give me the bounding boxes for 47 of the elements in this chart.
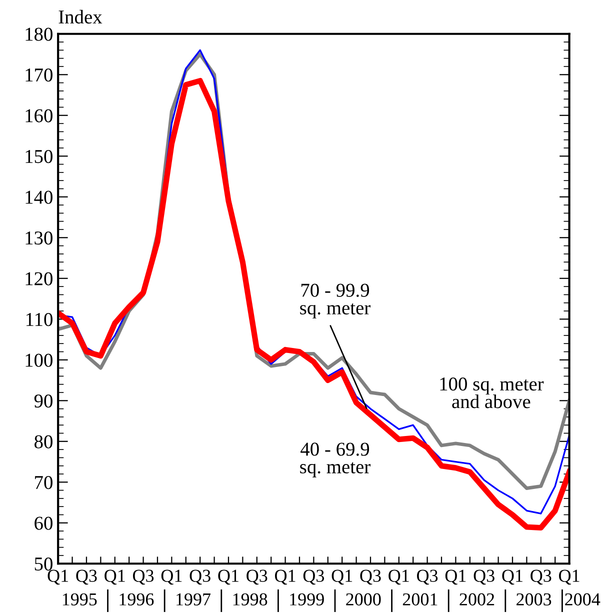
x-tick-label: Q3 (417, 570, 438, 585)
y-tick-label: 50 (34, 557, 52, 571)
text: 1996 (120, 593, 154, 606)
y-tick-label: 80 (34, 435, 52, 448)
y-tick-label: 180 (26, 28, 52, 41)
y-tick-label: 130 (26, 231, 52, 245)
series-label: 70 - 99.9 sq. meter (300, 284, 370, 318)
x-tick-label: Q1 (48, 570, 68, 585)
x-tick-label: Q1 (502, 570, 522, 585)
y-tick-label: 100 (26, 354, 52, 367)
y-tick-label: 170 (26, 68, 52, 82)
x-tick-label: Q3 (132, 570, 154, 585)
x-tick-label: Q3 (530, 570, 552, 585)
x-tick-label: Q1 (161, 570, 182, 585)
text: 1995 (62, 593, 97, 606)
y-axis-title: Index (58, 10, 102, 24)
y-tick-label: 60 (34, 516, 52, 530)
series-label: 100 sq. meter and above (440, 377, 544, 408)
y-tick-label: 110 (26, 312, 52, 326)
text: 1999 (290, 593, 324, 606)
text: 1998 (233, 593, 268, 606)
text: 2001 (402, 593, 438, 606)
text: 2003 (516, 593, 552, 606)
y-tick-label: 160 (26, 109, 52, 122)
x-tick-label: Q3 (190, 570, 210, 585)
x-tick-label: Q3 (76, 570, 97, 585)
x-tick-label: Q3 (246, 570, 268, 585)
text: 2004 (565, 593, 600, 606)
y-tick-label: 150 (26, 150, 52, 164)
y-tick-label: 90 (34, 394, 52, 408)
x-tick-label: Q3 (474, 570, 494, 585)
x-tick-label: Q3 (360, 570, 381, 585)
y-tick-label: 70 (35, 476, 52, 490)
text: 2002 (460, 593, 494, 606)
x-tick-label: Q1 (218, 570, 238, 585)
x-tick-label: Q1 (275, 570, 296, 585)
x-tick-label: Q3 (303, 570, 324, 585)
x-tick-label: Q1 (332, 570, 352, 585)
text: 1997 (176, 593, 211, 606)
x-tick-label: Q1 (388, 570, 409, 585)
series-label: 40 - 69.9 sq. meter (300, 442, 370, 478)
x-tick-label: Q1 (104, 570, 125, 585)
x-tick-label: Q1 (445, 570, 466, 585)
y-tick-label: 120 (26, 272, 52, 286)
y-tick-label: 140 (26, 190, 52, 204)
x-tick-label: Q1 (559, 570, 580, 585)
text: 2000 (346, 593, 381, 606)
